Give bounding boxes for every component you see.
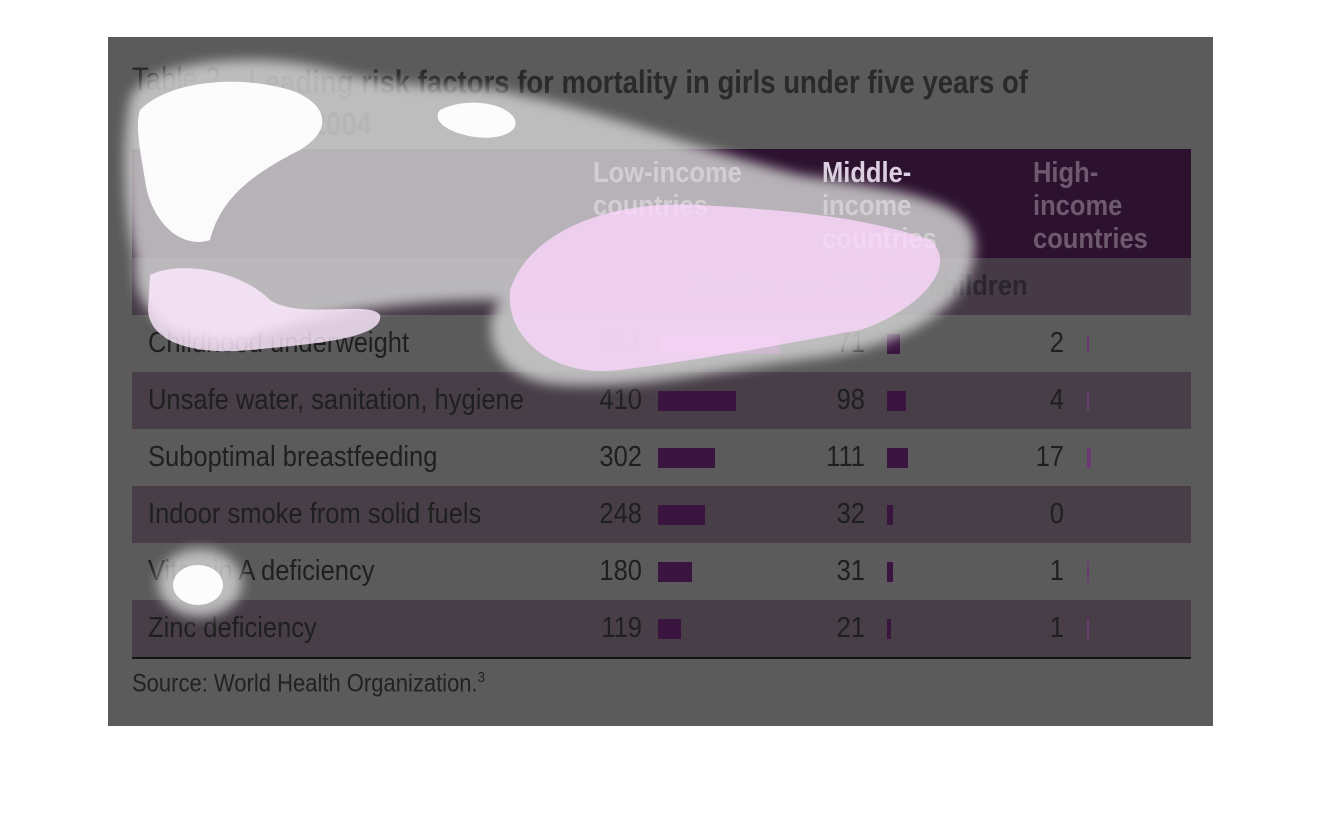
table-row: Zinc deficiency 119 21 1 xyxy=(132,600,1191,657)
value-middle: 71 xyxy=(836,327,865,359)
table-bottom-rule xyxy=(132,657,1191,659)
bar-middle xyxy=(887,333,901,354)
risk-label: Indoor smoke from solid fuels xyxy=(148,498,482,530)
risk-label: Suboptimal breastfeeding xyxy=(148,441,438,473)
value-high: 1 xyxy=(1049,612,1064,644)
value-low: 302 xyxy=(599,441,642,473)
risk-label: Unsafe water, sanitation, hygiene xyxy=(148,384,524,416)
table-row: Unsafe water, sanitation, hygiene 410 98 4 xyxy=(132,372,1191,429)
value-middle: 31 xyxy=(836,555,865,587)
table-header: Risk Low-income countries Middle- income… xyxy=(132,149,1191,258)
bar-low xyxy=(658,390,736,411)
value-low: 180 xyxy=(599,555,642,587)
unit-row: Deaths per 100 000 children xyxy=(132,258,1191,315)
table-row: Indoor smoke from solid fuels 248 32 0 xyxy=(132,486,1191,543)
table-panel: Table 2 Leading risk factors for mortali… xyxy=(108,37,1213,726)
value-middle: 111 xyxy=(826,441,865,473)
value-middle: 32 xyxy=(836,498,865,530)
bar-middle xyxy=(887,390,906,411)
bar-high xyxy=(1087,333,1089,354)
bar-middle xyxy=(887,561,893,582)
value-low: 641 xyxy=(599,327,642,359)
value-high: 4 xyxy=(1049,384,1064,416)
column-header-middle-income: Middle- income countries xyxy=(822,157,937,255)
table-title-text: Leading risk factors for mortality in gi… xyxy=(248,64,1028,142)
bar-low xyxy=(658,618,681,639)
bar-low xyxy=(658,447,716,468)
risk-label: Vitamin A deficiency xyxy=(148,555,375,587)
table-row: Childhood underweight 641 71 2 xyxy=(132,315,1191,372)
bar-low xyxy=(658,504,706,525)
source-note: Source: World Health Organization.3 xyxy=(132,669,485,698)
bar-middle xyxy=(887,504,894,525)
value-low: 248 xyxy=(599,498,642,530)
value-middle: 21 xyxy=(836,612,865,644)
bar-high xyxy=(1087,447,1092,468)
column-header-risk: Risk xyxy=(148,157,202,189)
value-high: 1 xyxy=(1049,555,1064,587)
value-middle: 98 xyxy=(836,384,865,416)
bar-high xyxy=(1087,561,1089,582)
value-high: 0 xyxy=(1049,498,1064,530)
bar-low xyxy=(658,333,780,354)
bar-high xyxy=(1087,618,1089,639)
source-text: Source: World Health Organization. xyxy=(132,669,478,698)
bar-middle xyxy=(887,447,909,468)
table-body: Childhood underweight 641 71 2 Unsafe water,… xyxy=(132,315,1191,657)
column-header-high-income: High- income countries xyxy=(1033,157,1148,255)
column-header-low-income: Low-income countries xyxy=(593,157,742,222)
table-row: Vitamin A deficiency 180 31 1 xyxy=(132,543,1191,600)
unit-label: Deaths per 100 000 children xyxy=(690,270,1028,302)
bar-high xyxy=(1087,390,1089,411)
table-number: Table 2 xyxy=(132,61,221,97)
value-low: 410 xyxy=(599,384,642,416)
risk-label: Zinc deficiency xyxy=(148,612,317,644)
bar-middle xyxy=(887,618,891,639)
bar-low xyxy=(658,561,693,582)
value-low: 119 xyxy=(601,612,642,644)
risk-label: Childhood underweight xyxy=(148,327,410,359)
table-row: Suboptimal breastfeeding 302 111 17 xyxy=(132,429,1191,486)
source-reference: 3 xyxy=(477,669,486,686)
value-high: 17 xyxy=(1035,441,1064,473)
value-high: 2 xyxy=(1049,327,1064,359)
